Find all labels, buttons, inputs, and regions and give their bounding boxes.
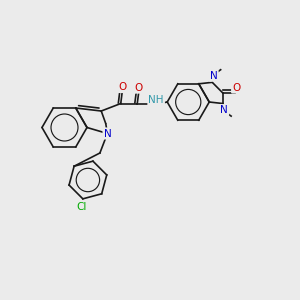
Text: N: N [210,71,218,81]
Text: O: O [232,82,240,92]
Text: N: N [220,105,228,115]
Text: O: O [135,82,143,93]
Text: N: N [103,128,111,139]
Text: O: O [118,82,126,92]
Text: Cl: Cl [76,202,86,212]
Text: NH: NH [148,95,164,105]
